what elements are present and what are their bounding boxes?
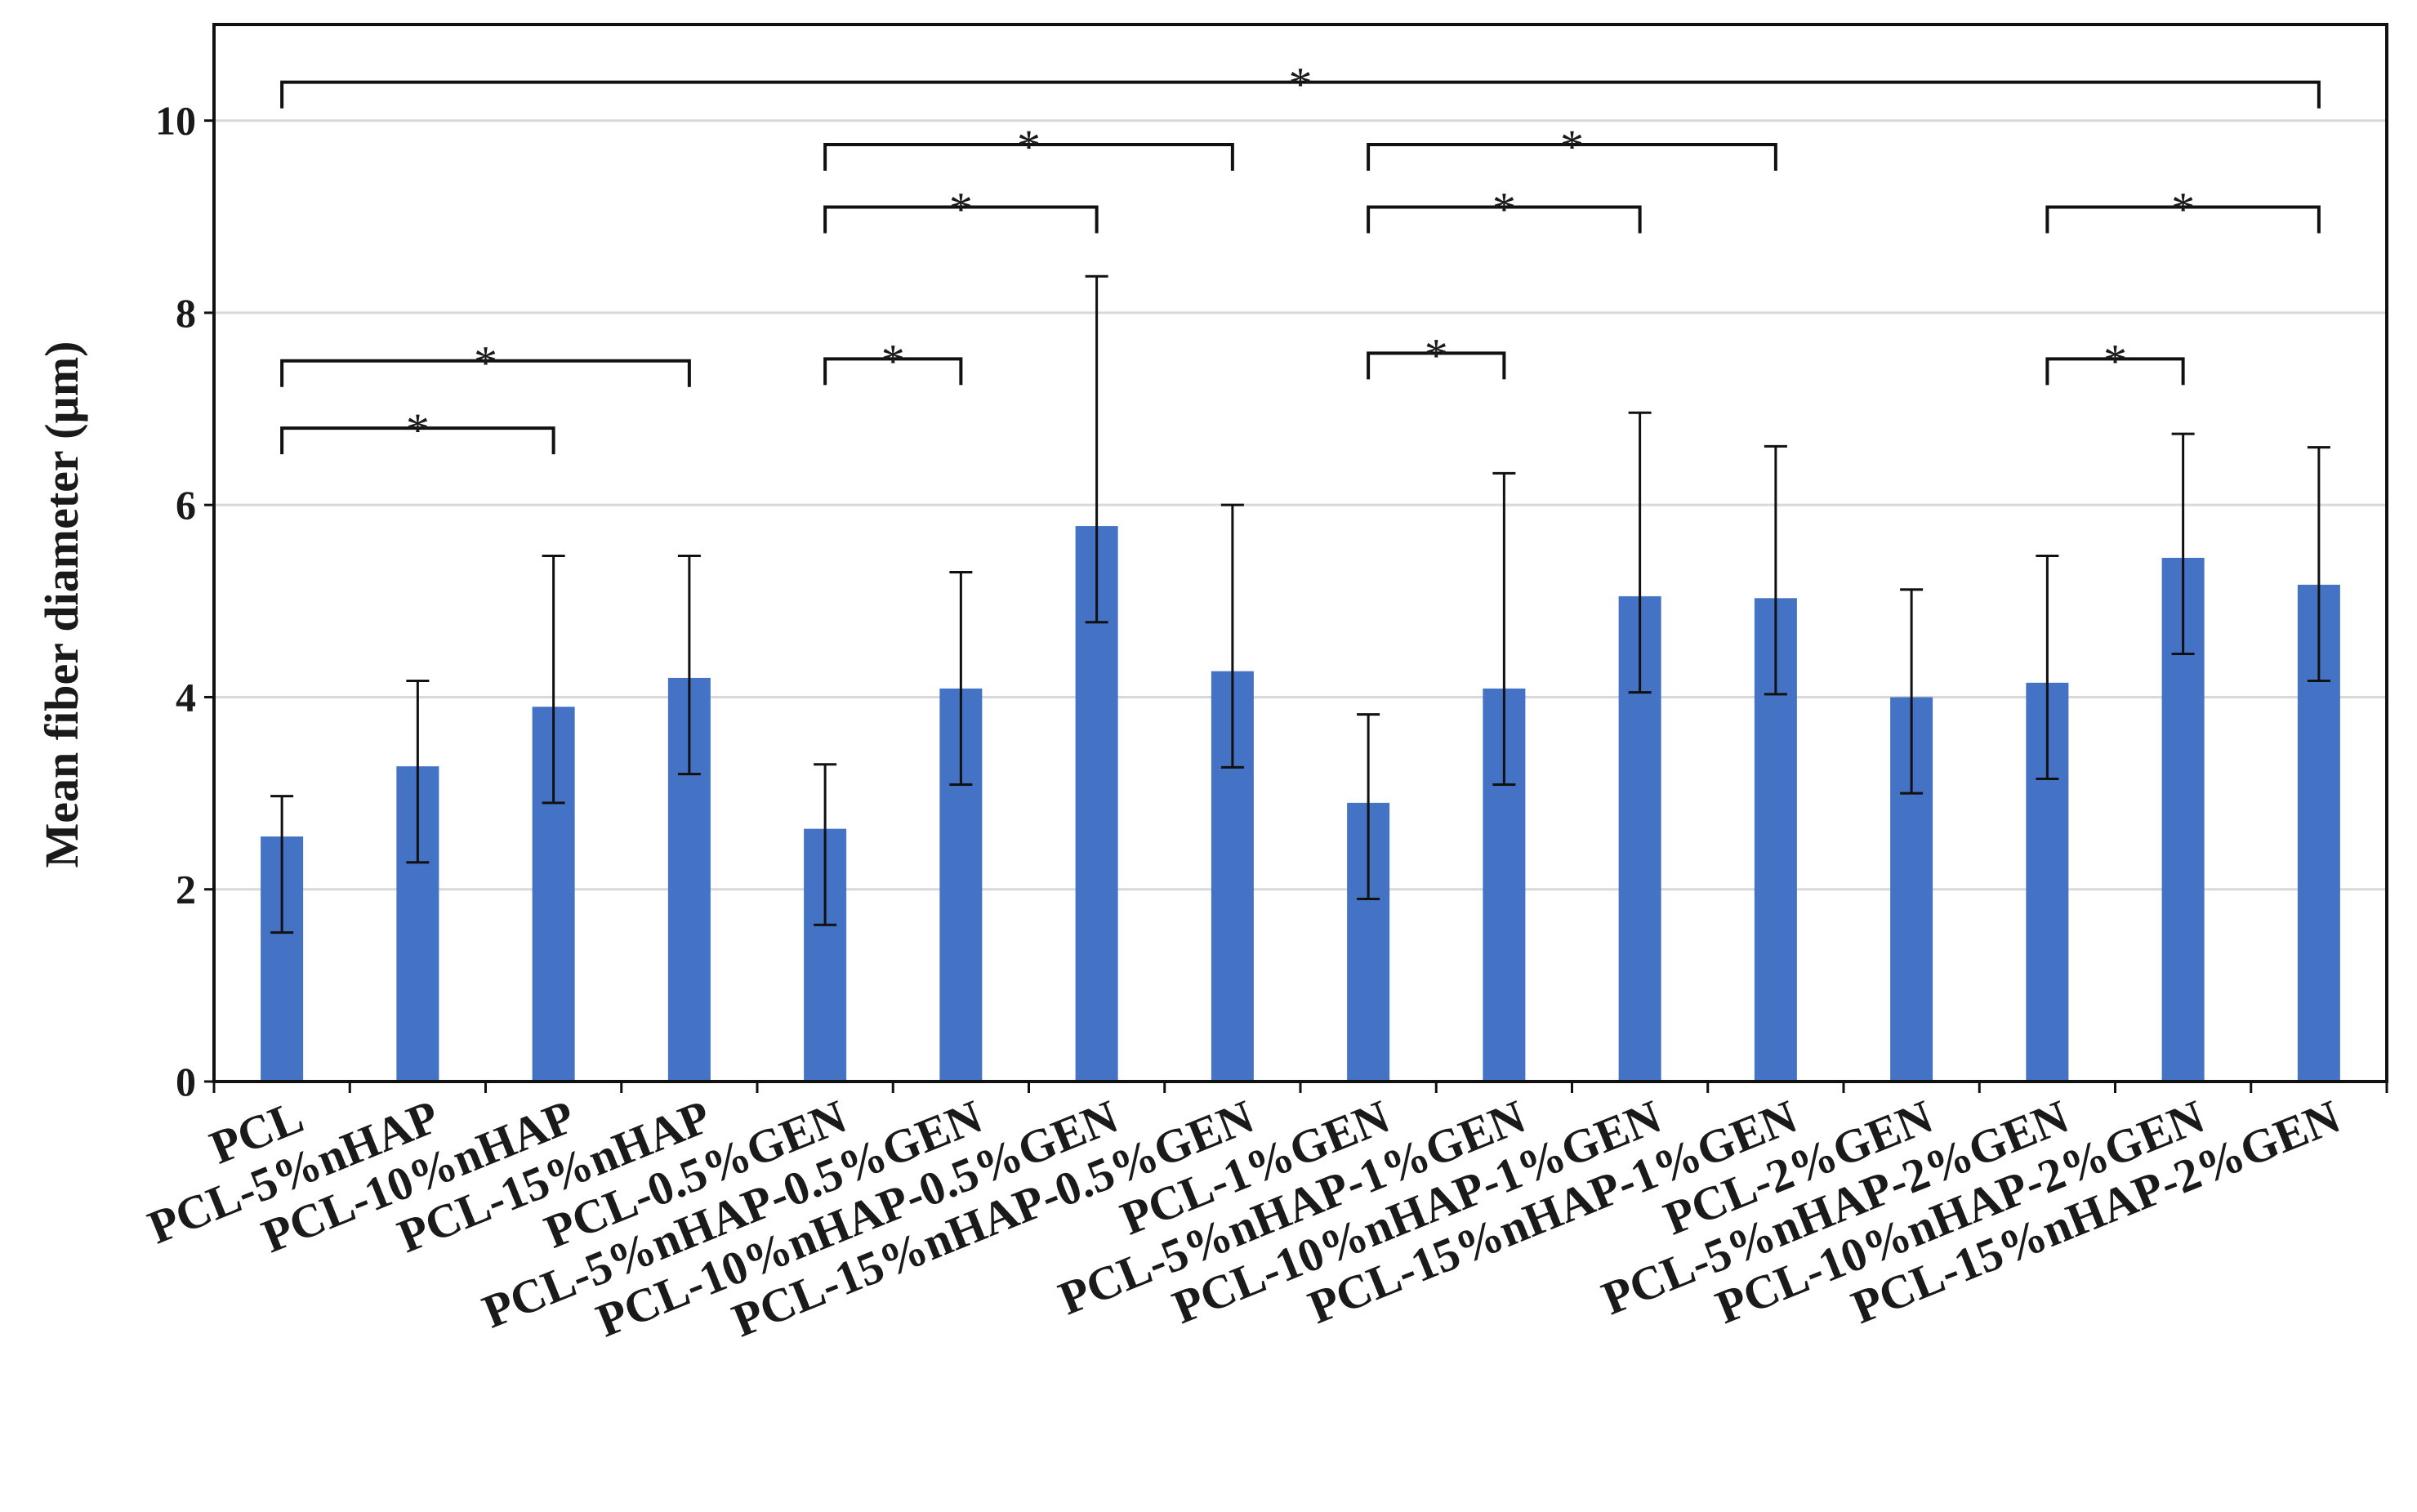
bracket-line	[280, 359, 691, 387]
category-labels: PCLPCL-5%nHAPPCL-10%nHAPPCL-15%nHAPPCL-0…	[140, 1090, 2348, 1348]
bracket-line	[280, 80, 2321, 109]
significance-bracket: *	[823, 120, 1234, 173]
y-tick-label: 6	[176, 482, 196, 528]
significance-star: *	[1289, 58, 1313, 111]
error-bar	[949, 571, 973, 787]
bracket-line	[1367, 205, 1642, 234]
axes	[204, 23, 2388, 1093]
y-tick-label: 4	[176, 674, 196, 720]
error-bar	[1492, 471, 1516, 787]
bracket-line	[823, 357, 963, 386]
significance-bracket: *	[1367, 183, 1642, 236]
error-bar	[1764, 444, 1787, 696]
significance-brackets: * * * * * * * * * * *	[280, 58, 2321, 457]
significance-star: *	[1492, 183, 1516, 236]
significance-star: *	[949, 183, 973, 236]
significance-bracket: *	[823, 334, 963, 387]
significance-star: *	[474, 337, 497, 390]
bracket-line	[280, 426, 555, 455]
y-tick-labels: 0 2 4 6 8 10	[155, 98, 196, 1104]
error-bar	[1900, 588, 1924, 795]
y-tick-label: 2	[176, 867, 196, 912]
bars	[261, 526, 2340, 1082]
bracket-line	[2045, 357, 2185, 386]
significance-bracket: *	[280, 337, 691, 390]
bracket-line	[2045, 205, 2321, 234]
error-bar	[2036, 555, 2059, 780]
bracket-line	[1367, 351, 1506, 380]
y-axis-title: Mean fiber diameter (µm)	[35, 341, 88, 868]
y-tick-label: 8	[176, 290, 196, 336]
bracket-line	[823, 205, 1099, 234]
significance-star: *	[881, 334, 905, 387]
significance-star: *	[1560, 120, 1584, 173]
significance-star: *	[2171, 183, 2195, 236]
significance-star: *	[1425, 328, 1448, 381]
significance-bracket: *	[2045, 183, 2321, 236]
significance-bracket: *	[280, 404, 555, 457]
significance-star: *	[406, 404, 430, 457]
error-bar	[1220, 503, 1244, 769]
error-bar	[1085, 274, 1108, 624]
error-bar	[1628, 411, 1652, 694]
error-bar	[406, 679, 430, 864]
significance-bracket: *	[2045, 334, 2185, 387]
error-bar	[542, 555, 565, 805]
error-bar	[2307, 446, 2330, 682]
significance-bracket: *	[823, 183, 1099, 236]
error-bar	[1357, 713, 1380, 900]
grid-lines	[214, 119, 2387, 891]
y-tick-label: 10	[155, 98, 196, 144]
error-bar	[677, 555, 701, 776]
error-bars	[270, 274, 2330, 934]
significance-bracket: *	[1367, 328, 1506, 381]
error-bar	[814, 763, 837, 926]
significance-bracket: *	[1367, 120, 1777, 173]
significance-star: *	[2103, 334, 2127, 387]
error-bar	[270, 795, 294, 934]
bracket-line	[823, 143, 1234, 172]
significance-bracket: *	[280, 58, 2321, 111]
y-tick-label: 0	[176, 1059, 196, 1104]
error-bar	[2171, 432, 2195, 656]
bracket-line	[1367, 143, 1777, 172]
significance-star: *	[1017, 120, 1041, 173]
